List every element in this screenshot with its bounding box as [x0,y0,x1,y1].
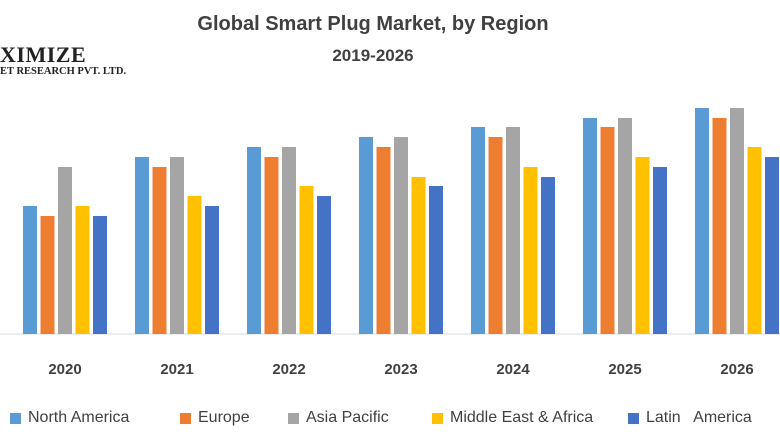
bar-2024-north-america [471,127,485,334]
legend-swatch [10,412,21,424]
bar-2021-middle-east-africa [187,196,202,334]
bar-2021-north-america [135,157,149,334]
legend-item: Latin America [628,409,752,427]
bar-2020-north-america [23,206,37,334]
x-tick-label: 2024 [496,361,530,378]
chart-subtitle: 2019-2026 [332,46,414,65]
bar-2021-latin-america [205,206,219,334]
x-tick-label: 2026 [720,361,753,378]
legend-item: Europe [180,409,250,427]
bar-2026-middle-east-africa [747,147,762,334]
legend-item: Asia Pacific [288,409,389,427]
bar-2023-middle-east-africa [411,177,426,334]
logo-name: XIMIZE [0,42,87,67]
x-tick-label: 2025 [608,361,641,378]
bar-2024-asia-pacific [506,127,520,334]
bar-2022-north-america [247,147,261,334]
bar-2025-north-america [583,118,597,334]
bar-2026-latin-america [765,157,779,334]
bar-2026-asia-pacific [730,108,744,334]
bar-2020-europe [40,216,55,334]
legend-item: Middle East & Africa [432,409,593,427]
legend-label: Asia Pacific [306,409,389,426]
bar-2025-asia-pacific [618,118,632,334]
legend-swatch [180,412,191,424]
bar-2021-asia-pacific [170,157,184,334]
logo-tagline: ET RESEARCH PVT. LTD. [0,66,127,77]
bar-2022-europe [264,157,279,334]
bar-2026-europe [712,118,727,334]
bar-2022-asia-pacific [282,147,296,334]
legend-label: North America [28,409,130,426]
legend-label: Latin America [646,409,752,426]
legend-label: Middle East & Africa [450,409,594,426]
x-tick-label: 2023 [384,361,417,378]
bar-2024-europe [488,137,503,334]
chart-title: Global Smart Plug Market, by Region [197,13,549,35]
legend-swatch [628,412,639,424]
bar-2024-latin-america [541,177,555,334]
bar-2023-north-america [359,137,373,334]
bar-2024-middle-east-africa [523,167,538,334]
bar-2020-middle-east-africa [75,206,90,334]
bar-2026-north-america [695,108,709,334]
x-tick-label: 2021 [160,361,193,378]
company-logo: XIMIZE ET RESEARCH PVT. LTD. [0,44,126,78]
legend-label: Europe [198,409,250,426]
chart-legend: North America Europe Asia Pacific Middle Ea… [0,409,780,433]
bar-2023-latin-america [429,186,443,334]
bar-2025-middle-east-africa [635,157,650,334]
bar-chart: 2020 2021 2022 2023 2024 2025 2026 [0,108,780,378]
legend-item: North America [10,409,129,427]
bar-2023-europe [376,147,391,334]
legend-swatch [288,412,299,424]
bar-2023-asia-pacific [394,137,408,334]
x-tick-label: 2020 [48,361,81,378]
bar-2022-middle-east-africa [299,186,314,334]
bar-2025-europe [600,127,615,334]
bar-2020-latin-america [93,216,107,334]
bar-2025-latin-america [653,167,667,334]
x-tick-label: 2022 [272,361,305,378]
bar-2022-latin-america [317,196,331,334]
bar-2021-europe [152,167,167,334]
bar-2020-asia-pacific [58,167,72,334]
legend-swatch [432,412,443,424]
